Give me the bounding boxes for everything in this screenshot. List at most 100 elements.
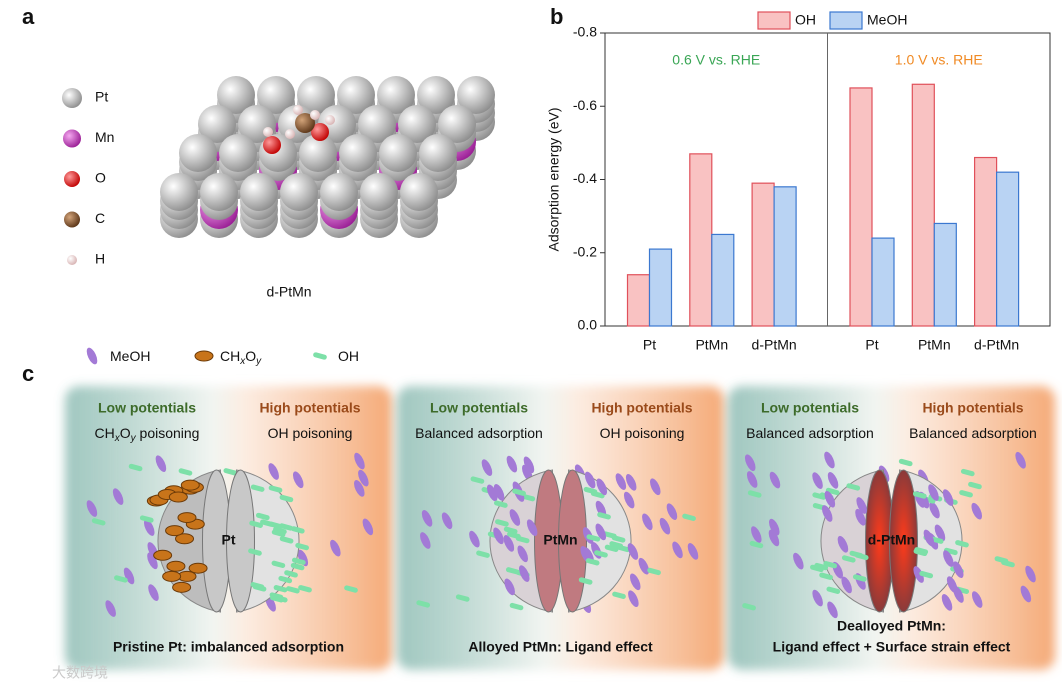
x-tick-label: Pt <box>643 337 656 353</box>
text-part: Balanced adsorption <box>909 425 1037 441</box>
bar <box>933 222 957 327</box>
atom <box>280 173 318 211</box>
meoh-icon <box>523 456 535 474</box>
panel-caption: Ligand effect + Surface strain effect <box>773 639 1011 655</box>
meoh-icon <box>481 459 493 476</box>
oh-icon <box>344 585 358 593</box>
meoh-icon <box>943 550 954 567</box>
low-potential-state: Balanced adsorption <box>415 425 543 441</box>
x-tick-label: PtMn <box>695 337 728 353</box>
oh-icon <box>604 544 619 552</box>
meoh-icon <box>824 451 835 469</box>
chxoy-icon <box>162 570 182 582</box>
meoh-icon <box>469 530 480 548</box>
oh-icon <box>819 572 833 580</box>
meoh-icon <box>148 584 159 601</box>
oh-icon <box>279 536 294 544</box>
oh-icon <box>749 540 764 549</box>
atom <box>240 173 278 211</box>
bar <box>711 233 735 327</box>
low-potential-label: Low potentials <box>98 400 196 416</box>
meoh-icon <box>827 472 839 489</box>
x-tick-label: PtMn <box>918 337 951 353</box>
oh-icon <box>507 531 521 539</box>
atom-legend-icon <box>64 211 80 228</box>
chxoy-icon <box>177 512 197 524</box>
meoh-icon <box>584 471 596 489</box>
particle-core <box>889 469 918 613</box>
oh-icon <box>128 463 143 472</box>
meoh-icon <box>596 478 608 496</box>
oh-icon <box>585 558 600 566</box>
meoh-icon <box>793 552 804 570</box>
oh-icon <box>503 526 518 534</box>
adsorbate-atom <box>293 105 303 115</box>
meoh-icon <box>362 518 374 536</box>
atom <box>377 76 415 114</box>
atom <box>299 134 337 172</box>
oh-icon <box>114 575 128 583</box>
meoh-icon <box>628 590 639 608</box>
particle-label: Pt <box>222 532 236 548</box>
oh-icon <box>278 575 293 584</box>
atom <box>457 76 495 114</box>
meoh-icon <box>923 529 935 547</box>
adsorbate-atom <box>285 129 295 139</box>
adsorbate-atom <box>295 113 315 133</box>
oh-icon <box>284 570 298 578</box>
oh-icon <box>223 468 238 476</box>
meoh-icon <box>934 524 946 542</box>
adsorbate-atom <box>263 127 273 137</box>
chxoy-icon <box>194 350 214 362</box>
meoh-icon <box>642 513 653 531</box>
chxoy-icon <box>175 533 195 545</box>
meoh-icon <box>625 473 637 491</box>
x-tick-label: d-PtMn <box>974 337 1019 353</box>
meoh-icon <box>519 565 530 582</box>
meoh-icon <box>768 529 780 547</box>
meoh-icon <box>358 469 369 487</box>
oh-icon <box>994 556 1009 564</box>
atom <box>417 76 455 114</box>
panel-label: b <box>550 4 563 29</box>
low-potential-state: CHxOy poisoning <box>95 425 200 444</box>
oh-icon <box>826 586 841 594</box>
oh-icon <box>279 523 293 531</box>
meoh-icon <box>769 518 780 536</box>
meoh-icon <box>928 484 939 501</box>
particle-label: d-PtMn <box>868 532 915 548</box>
high-potential-state: OH poisoning <box>268 425 353 441</box>
meoh-icon <box>827 601 838 619</box>
oh-icon <box>959 490 973 498</box>
oh-icon <box>286 586 300 594</box>
meoh-icon <box>615 473 627 490</box>
meoh-icon <box>946 576 958 593</box>
oh-icon <box>295 542 309 551</box>
oh-icon <box>955 540 969 548</box>
meoh-icon <box>441 512 453 530</box>
oh-icon <box>913 548 928 557</box>
meoh-icon <box>86 500 98 517</box>
meoh-icon <box>746 471 758 488</box>
low-potential-state: Balanced adsorption <box>746 425 874 441</box>
atom <box>257 76 295 114</box>
oh-icon <box>505 567 520 575</box>
meoh-icon <box>812 589 823 607</box>
meoh-icon <box>486 484 498 502</box>
meoh-icon <box>941 594 953 611</box>
text-part: poisoning <box>136 425 200 441</box>
atom-legend-icon <box>64 171 80 187</box>
bar <box>849 87 873 327</box>
text-part: y <box>255 356 262 367</box>
meoh-icon <box>751 526 762 543</box>
meoh-icon <box>627 543 639 560</box>
chxoy-icon <box>153 549 173 561</box>
chxoy-icon <box>172 581 192 593</box>
oh-icon <box>898 458 913 467</box>
meoh-icon <box>155 455 167 472</box>
meoh-icon <box>506 455 518 473</box>
meoh-icon <box>971 591 983 608</box>
meoh-icon <box>837 535 849 553</box>
atom <box>219 134 257 172</box>
